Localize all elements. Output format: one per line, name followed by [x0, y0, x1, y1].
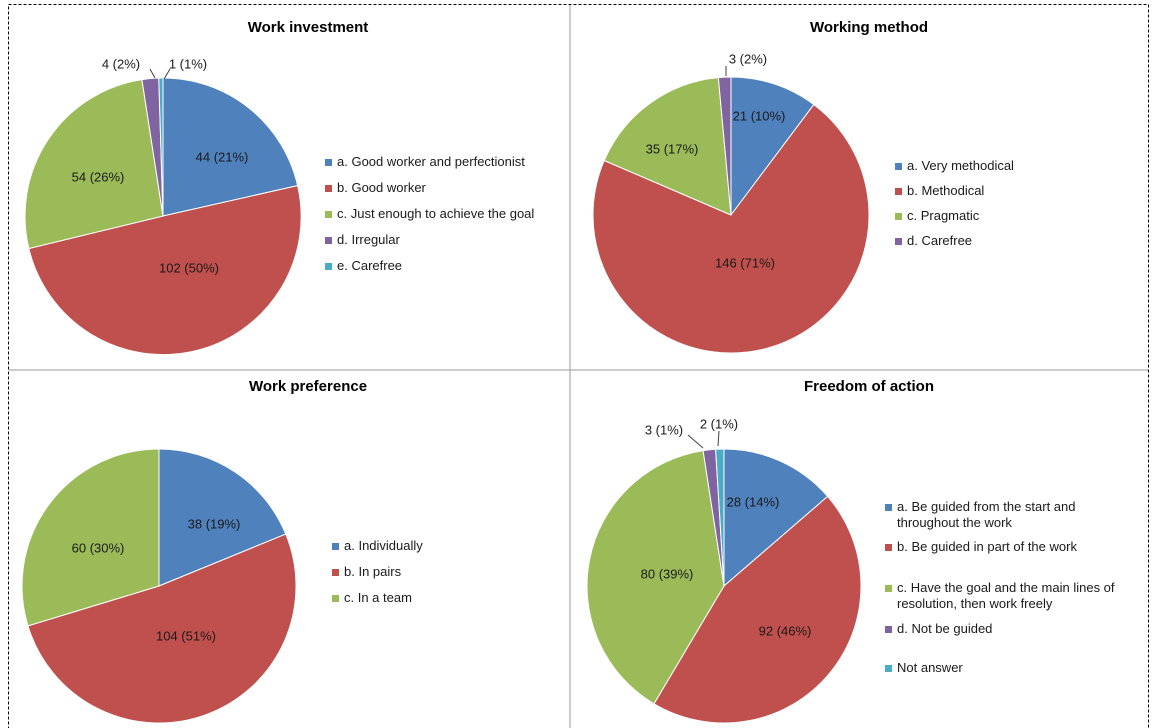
legend-label: d. Irregular — [337, 232, 401, 247]
legend-label: a. Individually — [344, 538, 423, 553]
pie-slice-c — [24, 79, 164, 250]
legend-label: d. Not be guided — [897, 621, 992, 636]
legend-label: c. Just enough to achieve the goal — [337, 206, 534, 221]
legend-swatch — [885, 626, 892, 633]
chart-title: Working method — [810, 19, 928, 36]
pie-slice-a — [730, 76, 815, 217]
chart-title: Freedom of action — [804, 378, 934, 395]
pie-slice-d — [717, 76, 732, 216]
data-label: 38 (19%) — [188, 516, 241, 531]
legend-swatch — [325, 211, 332, 218]
legend-swatch — [895, 163, 902, 170]
data-label: 102 (50%) — [159, 260, 219, 275]
legend-label: b. Methodical — [907, 183, 984, 198]
pie-slice-e — [715, 448, 725, 587]
legend-swatch — [895, 238, 902, 245]
pie-slice-c — [21, 448, 160, 627]
legend-label: b. Be guided in part of the work — [897, 539, 1077, 554]
data-label: 4 (2%) — [102, 56, 140, 71]
pie-slice-b — [653, 495, 862, 724]
data-label: 92 (46%) — [759, 623, 812, 638]
leader-line — [149, 68, 156, 79]
data-label: 35 (17%) — [646, 141, 699, 156]
legend-swatch — [885, 504, 892, 511]
data-label: 21 (10%) — [733, 108, 786, 123]
legend-label: d. Carefree — [907, 233, 972, 248]
data-label: 44 (21%) — [196, 149, 249, 164]
leader-line — [687, 434, 704, 449]
chart-title: Work investment — [248, 19, 369, 36]
chart-title: Work preference — [249, 378, 367, 395]
data-label: 104 (51%) — [156, 628, 216, 643]
legend-swatch — [332, 595, 339, 602]
pie-slice-b — [592, 103, 870, 354]
legend-label: b. In pairs — [344, 564, 402, 579]
legend-swatch — [325, 159, 332, 166]
legend-label: a. Be guided from the start and throughou… — [897, 499, 1076, 530]
pie-slice-b — [27, 533, 297, 724]
legend-swatch — [325, 237, 332, 244]
pie-slice-e — [158, 77, 164, 217]
legend-label: c. Pragmatic — [907, 208, 980, 223]
pie-slice-c — [586, 450, 725, 705]
data-label: 28 (14%) — [727, 494, 780, 509]
pie-slice-a — [158, 448, 287, 587]
leader-line — [717, 430, 720, 447]
outer-border — [8, 4, 1149, 728]
data-label: 54 (26%) — [72, 169, 125, 184]
data-label: 3 (1%) — [645, 422, 683, 437]
legend-swatch — [332, 569, 339, 576]
legend-label: c. Have the goal and the main lines of re… — [897, 580, 1115, 611]
legend-swatch — [895, 188, 902, 195]
legend-label: c. In a team — [344, 590, 412, 605]
legend-label: e. Carefree — [337, 258, 402, 273]
legend-swatch — [885, 665, 892, 672]
legend-label: Not answer — [897, 660, 963, 675]
legend-swatch — [895, 213, 902, 220]
pie-slice-a — [162, 77, 299, 217]
data-label: 1 (1%) — [169, 56, 207, 71]
data-label: 146 (71%) — [715, 255, 775, 270]
freedom-of-action-chart: Freedom of action 28 (14%) 92 (46%) 80 (39%… — [586, 378, 1115, 724]
legend-swatch — [325, 185, 332, 192]
work-preference-chart: Work preference 38 (19%) 104 (51%) 60 (30%)… — [21, 378, 423, 724]
data-label: 3 (2%) — [729, 51, 767, 66]
pie-slice-c — [603, 77, 732, 216]
legend-label: a. Very methodical — [907, 158, 1014, 173]
data-label: 60 (30%) — [72, 540, 125, 555]
pie-slice-b — [28, 184, 302, 356]
working-method-chart: Working method 21 (10%) 146 (71%) 35 (17%) 3… — [592, 19, 1014, 354]
legend-label: b. Good worker — [337, 180, 427, 195]
legend-swatch — [332, 543, 339, 550]
pie-slice-a — [723, 448, 829, 588]
leader-line — [163, 68, 171, 80]
legend-swatch — [885, 585, 892, 592]
legend-swatch — [885, 544, 892, 551]
work-investment-chart: Work investment 44 (21%) 102 (50%) 54 (26%)… — [24, 19, 534, 356]
data-label: 80 (39%) — [641, 566, 694, 581]
legend-label: a. Good worker and perfectionist — [337, 154, 525, 169]
data-label: 2 (1%) — [700, 416, 738, 431]
legend-swatch — [325, 263, 332, 270]
